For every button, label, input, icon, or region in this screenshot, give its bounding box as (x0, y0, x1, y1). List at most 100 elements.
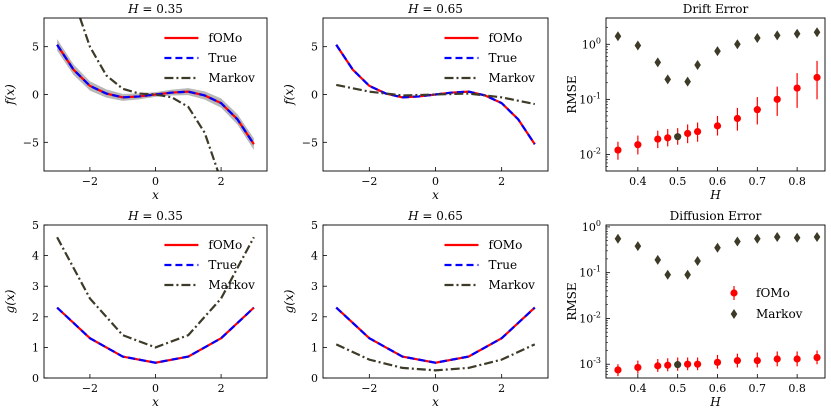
x-tick-label: 0.7 (749, 382, 767, 395)
data-point-markov (813, 232, 821, 243)
x-tick-label: 2 (498, 382, 505, 395)
chart-drift: Drift Error 0.4 0.5 0.6 0.7 0.8 10-2 10-1 100 H RM… (565, 2, 826, 202)
x-tick-label: 0.7 (749, 175, 767, 188)
legend-label: Markov (756, 307, 803, 321)
x-tick-label: 0 (432, 382, 439, 395)
data-point-fomo (813, 73, 821, 82)
y-tick-label: 1 (32, 341, 39, 354)
data-point-markov (773, 232, 781, 243)
y-axis-label: f(x) (3, 84, 17, 106)
legend: fOMo True Markov (444, 31, 535, 85)
x-tick-label: 2 (218, 382, 225, 395)
data-point-fomo (693, 360, 702, 368)
data-point-markov (634, 241, 642, 252)
x-tick-label: 2 (218, 175, 225, 188)
series-line-true (335, 306, 536, 364)
data-point-markov (664, 74, 672, 85)
data-point-markov (793, 28, 801, 39)
y-tick-label: 0 (311, 372, 318, 385)
chart-f065: H = 0.65 −2 0 2 −5 0 5 x f(x) fOMo True Markov (282, 2, 549, 202)
y-tick-label: 10-2 (579, 146, 601, 161)
data-point-markov (714, 242, 721, 253)
series-line-true (56, 44, 255, 145)
data-point-markov (754, 233, 761, 244)
y-tick-label: 4 (311, 250, 318, 263)
y-axis-label: g(x) (3, 289, 17, 313)
x-axis-label: x (152, 395, 159, 409)
chart-title: Diffusion Error (670, 209, 762, 223)
axes-frame (605, 17, 826, 172)
legend-label: True (208, 258, 237, 272)
y-tick-label: 10-1 (579, 265, 601, 280)
x-tick-label: 0.4 (629, 382, 647, 395)
data-point-markov (664, 269, 672, 280)
data-point-fomo (813, 353, 821, 362)
series-line-markov (56, 236, 255, 349)
y-axis-label: RMSE (565, 75, 579, 113)
data-point-fomo (634, 363, 642, 372)
data-point-fomo (693, 127, 702, 136)
y-tick-label: 100 (582, 36, 601, 51)
y-tick-label: 10-2 (579, 310, 601, 325)
data-point-markov (734, 39, 741, 50)
x-axis-label: x (432, 395, 439, 409)
data-point-fomo (753, 106, 761, 114)
y-tick-label: 100 (582, 219, 601, 234)
y-tick-label: 10-1 (579, 91, 601, 106)
data-point-fomo (614, 366, 622, 374)
legend: fOMo True Markov (164, 238, 255, 292)
legend-swatch (730, 289, 738, 297)
data-point-fomo (674, 361, 682, 369)
data-point-markov (694, 60, 701, 71)
data-point-markov (754, 33, 761, 44)
y-tick-label: 5 (32, 41, 39, 54)
y-tick-label: 5 (311, 41, 318, 54)
y-tick-label: 1 (311, 341, 318, 354)
chart-g035: H = 0.35 −2 0 2 0 1 2 3 4 5 x g(x) fOMo True Markov (3, 209, 268, 409)
legend-label: fOMo (489, 238, 523, 252)
chart-g065: H = 0.65 −2 0 2 0 1 2 3 4 5 x g(x) fOMo True Markov (282, 209, 549, 409)
legend-label: fOMo (756, 286, 790, 300)
data-point-fomo (713, 122, 722, 130)
data-point-markov (614, 31, 622, 42)
y-tick-label: 5 (311, 219, 318, 232)
x-tick-label: 0.8 (788, 382, 806, 395)
data-point-markov (714, 46, 721, 57)
chart-title: H = 0.35 (127, 2, 183, 16)
series-line-markov (335, 343, 536, 372)
x-axis-label: x (152, 188, 159, 202)
x-axis-label: H (709, 395, 721, 409)
x-tick-label: 2 (498, 175, 505, 188)
x-tick-label: −2 (361, 382, 377, 395)
legend-label: True (489, 51, 518, 65)
chart-diffusion: Diffusion Error 0.4 0.5 0.6 0.7 0.8 10-3 10-2 10… (565, 209, 826, 409)
y-tick-label: 0 (32, 89, 39, 102)
data-point-markov (684, 269, 691, 280)
x-tick-label: 0.6 (709, 175, 727, 188)
y-tick-label: 10-3 (579, 356, 601, 371)
legend-label: True (489, 258, 518, 272)
plot-area (56, 236, 255, 364)
data-point-fomo (654, 362, 662, 370)
legend: fOMo True Markov (444, 238, 536, 292)
y-tick-label: 0 (311, 89, 318, 102)
data-point-fomo (634, 141, 642, 149)
series-line-markov (79, 18, 219, 171)
y-axis-label: RMSE (565, 282, 579, 320)
data-point-markov (694, 255, 701, 266)
x-tick-label: −2 (361, 175, 377, 188)
legend: fOMo True Markov (164, 31, 255, 85)
chart-title: H = 0.65 (407, 2, 463, 16)
y-axis-label: g(x) (282, 289, 296, 313)
x-tick-label: 0.5 (669, 382, 687, 395)
axes-frame (43, 224, 268, 379)
data-point-fomo (654, 135, 662, 143)
y-axis-label: f(x) (282, 84, 296, 106)
chart-title: H = 0.35 (127, 209, 183, 223)
data-point-markov (654, 57, 662, 68)
y-tick-label: 5 (32, 219, 39, 232)
data-point-fomo (753, 356, 761, 365)
legend: fOMo Markov (730, 286, 803, 321)
axes-frame (43, 17, 268, 172)
legend-label: Markov (489, 278, 536, 292)
